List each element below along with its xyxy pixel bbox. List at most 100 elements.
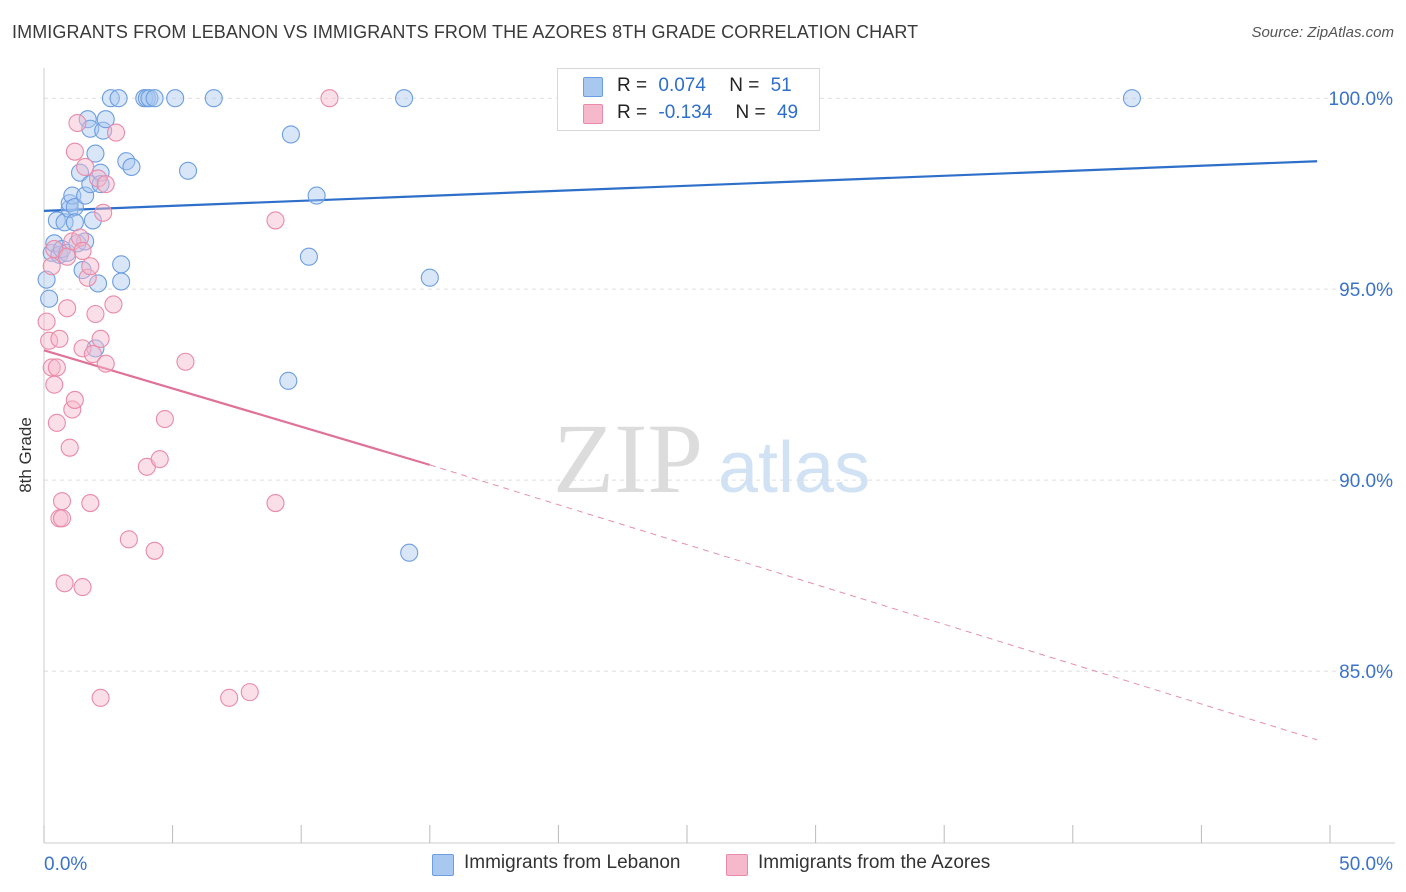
azores-swatch [583, 104, 603, 124]
data-point-azores [155, 409, 174, 429]
watermark-zip: ZIP [553, 403, 703, 514]
x-tick-label-min: 0.0% [44, 854, 87, 875]
stats-legend: R = 0.074 N = 51 R = -0.134 N = 49 [557, 68, 820, 131]
data-point-azores [266, 211, 285, 230]
watermark-atlas: atlas [718, 428, 870, 508]
data-point-azores [266, 494, 285, 513]
legend-label: Immigrants from the Azores [758, 852, 991, 873]
data-point-lebanon [101, 89, 120, 108]
data-point-lebanon [65, 198, 84, 217]
data-point-azores [42, 358, 61, 377]
data-point-lebanon [40, 289, 59, 308]
data-point-azores [91, 688, 110, 707]
data-point-lebanon [279, 371, 298, 390]
data-point-azores [81, 494, 100, 513]
data-point-azores [240, 683, 259, 702]
data-point-lebanon [47, 211, 66, 230]
data-point-azores [73, 578, 92, 597]
data-point-azores [70, 228, 90, 247]
data-point-azores [78, 268, 97, 287]
data-point-azores [86, 304, 105, 324]
data-point-azores [47, 358, 66, 377]
data-point-azores [119, 530, 138, 549]
chart-title: IMMIGRANTS FROM LEBANON VS IMMIGRANTS FR… [12, 22, 919, 42]
data-point-lebanon [55, 213, 74, 232]
y-tick-label: 85.0% [1339, 662, 1393, 683]
data-point-azores [50, 329, 69, 348]
data-point-lebanon [109, 89, 128, 108]
data-point-azores [76, 157, 95, 176]
data-point-lebanon [1122, 89, 1142, 108]
axes [43, 68, 1395, 844]
data-point-lebanon [204, 89, 223, 108]
data-point-azores [83, 345, 102, 364]
data-point-lebanon [76, 186, 95, 205]
data-point-lebanon [88, 274, 108, 293]
data-point-azores [73, 241, 92, 261]
y-tick-label: 100.0% [1329, 89, 1394, 110]
tick-labels: 100.0% 95.0% 90.0% 85.0% 0.0% 50.0% [44, 89, 1393, 875]
data-point-azores [60, 438, 79, 457]
data-point-lebanon [140, 89, 159, 108]
azores-swatch [726, 854, 748, 876]
data-point-lebanon [65, 213, 84, 232]
data-point-azores [150, 450, 169, 469]
data-point-lebanon [86, 144, 105, 163]
data-point-lebanon [145, 89, 164, 108]
data-point-azores [94, 203, 113, 222]
data-point-azores [106, 123, 126, 142]
y-tick-label: 95.0% [1339, 280, 1393, 301]
data-point-azores [220, 688, 239, 707]
data-point-lebanon [122, 157, 141, 176]
data-point-azores [104, 295, 123, 314]
data-point-lebanon [96, 110, 115, 129]
trend-line-azores [43, 349, 431, 466]
legend-label: Immigrants from Lebanon [464, 852, 681, 873]
n-value: 49 [776, 102, 799, 123]
data-point-azores [68, 113, 87, 133]
data-point-lebanon [117, 152, 136, 171]
data-point-azores [73, 339, 92, 358]
data-point-azores [65, 390, 84, 409]
data-point-lebanon [166, 89, 185, 108]
data-point-lebanon [70, 163, 90, 182]
data-point-lebanon [112, 272, 131, 291]
r-label: R = [617, 75, 648, 96]
data-point-lebanon [83, 211, 102, 230]
data-point-azores [91, 329, 110, 348]
data-point-lebanon [395, 89, 414, 108]
data-point-azores [145, 541, 164, 560]
trend-lines [43, 160, 1318, 741]
data-point-azores [176, 352, 195, 371]
n-label: N = [735, 102, 766, 123]
data-point-lebanon [307, 186, 326, 205]
data-point-azores [96, 354, 115, 373]
data-point-lebanon [299, 247, 318, 266]
trend-line-lebanon [43, 160, 1318, 212]
data-point-azores [81, 257, 100, 276]
data-points [37, 89, 1142, 707]
data-point-lebanon [400, 543, 419, 562]
r-value: -0.134 [658, 102, 713, 123]
n-label: N = [729, 75, 760, 96]
r-label: R = [617, 102, 648, 123]
data-point-azores [37, 312, 56, 331]
trend-extension-azores [429, 464, 1318, 741]
data-point-azores [58, 299, 77, 318]
data-point-lebanon [63, 186, 82, 205]
r-value: 0.074 [658, 75, 706, 96]
data-point-lebanon [112, 255, 131, 274]
n-value: 51 [770, 75, 792, 96]
y-tick-label: 90.0% [1339, 471, 1393, 492]
data-point-azores [47, 413, 66, 432]
data-point-azores [320, 89, 339, 108]
data-point-lebanon [420, 268, 439, 287]
data-point-azores [52, 492, 72, 511]
source-credit: Source: ZipAtlas.com [1251, 24, 1394, 41]
data-point-azores [45, 375, 64, 394]
data-point-azores [65, 142, 84, 161]
y-axis-label: 8th Grade [16, 417, 35, 493]
data-point-azores [52, 509, 72, 528]
data-point-lebanon [37, 270, 56, 289]
